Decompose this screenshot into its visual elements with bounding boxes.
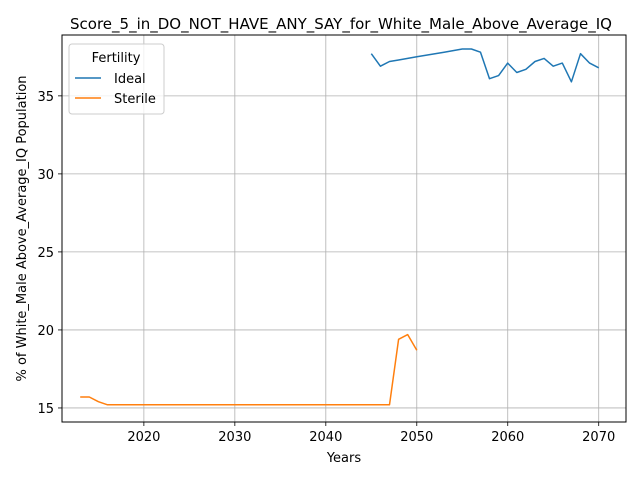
x-tick-label: 2060 xyxy=(491,430,524,445)
x-tick-label: 2040 xyxy=(309,430,342,445)
y-tick-label: 20 xyxy=(37,324,54,339)
series-line-sterile xyxy=(80,333,418,406)
x-tick-label: 2020 xyxy=(127,430,160,445)
series-lines xyxy=(80,48,600,406)
x-tick-label: 2050 xyxy=(400,430,433,445)
x-tick-label: 2070 xyxy=(582,430,615,445)
x-tick-label: 2030 xyxy=(218,430,251,445)
y-tick-label: 15 xyxy=(37,402,54,417)
chart-title: Score_5_in_DO_NOT_HAVE_ANY_SAY_for_White… xyxy=(70,15,612,34)
axis-ticks: 2020 2030 2040 2050 2060 2070 15 20 25 30 35 xyxy=(37,90,615,445)
legend-label-sterile: Sterile xyxy=(114,92,156,107)
legend-box xyxy=(68,43,165,115)
y-tick-label: 35 xyxy=(37,90,54,105)
y-axis-label: % of White_Male Above_Average_IQ Populat… xyxy=(15,75,30,381)
y-tick-label: 30 xyxy=(37,168,54,183)
legend: Fertility Ideal Sterile xyxy=(68,43,165,115)
series-line-ideal xyxy=(370,48,600,83)
grid-lines xyxy=(62,35,626,422)
legend-title: Fertility xyxy=(92,51,141,66)
y-tick-label: 25 xyxy=(37,246,54,261)
plot-frame xyxy=(61,34,627,423)
x-axis-label: Years xyxy=(326,451,362,466)
legend-label-ideal: Ideal xyxy=(114,72,146,87)
